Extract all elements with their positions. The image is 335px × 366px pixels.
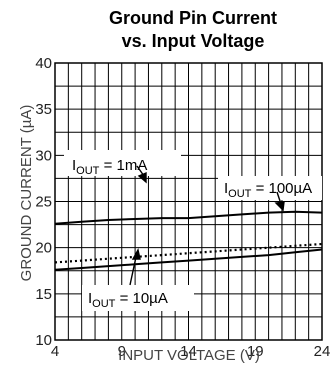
series-label-100ua: IOUT = 100µA bbox=[224, 180, 312, 200]
chart-title: Ground Pin Current bbox=[109, 8, 277, 28]
y-tick-label: 30 bbox=[35, 147, 52, 164]
y-tick-label: 15 bbox=[35, 286, 52, 303]
y-tick-label: 25 bbox=[35, 194, 52, 211]
x-tick-label: 19 bbox=[247, 343, 264, 360]
y-tick-label: 40 bbox=[35, 55, 52, 72]
series-line-10ua bbox=[54, 248, 323, 271]
y-tick-label: 35 bbox=[35, 101, 52, 118]
y-tick-label: 10 bbox=[35, 332, 52, 349]
y-axis-label: GROUND CURRENT (µA) bbox=[18, 105, 35, 282]
x-tick-label: 14 bbox=[180, 343, 197, 360]
arrow-1ma-head bbox=[137, 171, 147, 184]
x-tick-label: 4 bbox=[51, 343, 59, 360]
arrow-10ua-head bbox=[131, 248, 141, 260]
series-label-bg-1ma bbox=[64, 150, 181, 176]
series-label-bg-10ua bbox=[82, 285, 194, 311]
series-label-1ma: IOUT = 1mA bbox=[72, 157, 147, 177]
arrow-10ua-line bbox=[129, 256, 137, 286]
series-label-10ua: IOUT = 10µA bbox=[88, 290, 168, 310]
annotation-arrows bbox=[129, 165, 285, 286]
x-tick-label: 24 bbox=[314, 343, 331, 360]
x-tick-label: 9 bbox=[118, 343, 126, 360]
y-tick-label: 20 bbox=[35, 240, 52, 257]
arrow-100ua-head bbox=[274, 201, 285, 212]
plot-frame bbox=[54, 62, 323, 341]
series-lines bbox=[54, 210, 323, 271]
series-line-1ma bbox=[54, 210, 323, 225]
tick-labels: 4 9 14 19 24 10 15 20 25 30 35 40 bbox=[35, 55, 330, 360]
chart-subtitle: vs. Input Voltage bbox=[122, 31, 265, 51]
x-axis-label: INPUT VOLTAGE (V) bbox=[118, 347, 260, 364]
series-label-bg-100ua bbox=[218, 176, 322, 200]
